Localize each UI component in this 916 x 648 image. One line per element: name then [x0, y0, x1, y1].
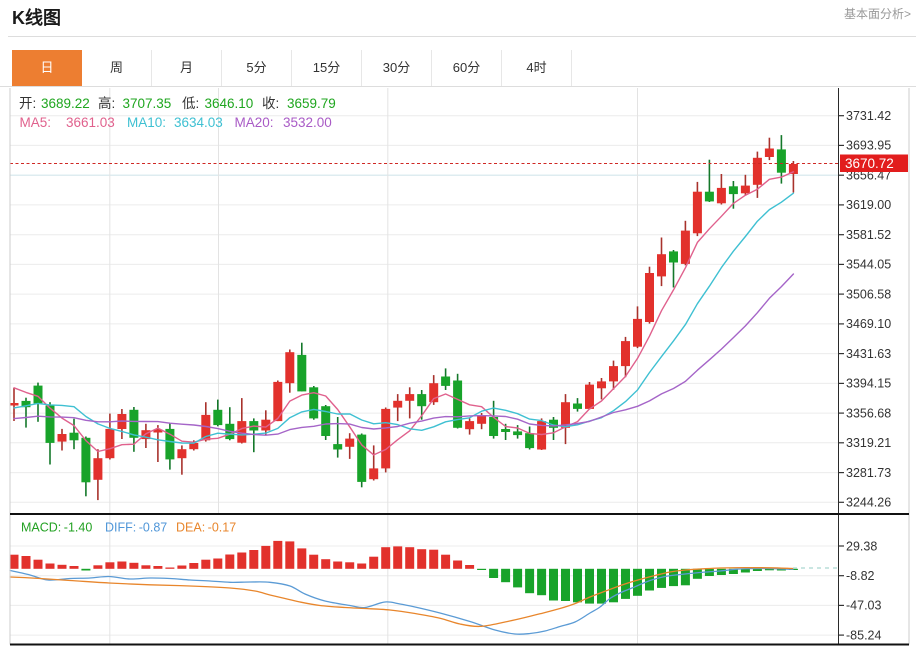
svg-text:3544.05: 3544.05	[846, 258, 891, 272]
svg-text:3619.00: 3619.00	[846, 198, 891, 212]
svg-text:-85.24: -85.24	[846, 628, 881, 642]
svg-text:3356.68: 3356.68	[846, 406, 891, 420]
svg-text:DIFF: -0.87: DIFF: -0.87	[105, 521, 167, 535]
svg-text:MACD: -1.40: MACD: -1.40	[21, 521, 92, 535]
svg-text:3693.95: 3693.95	[846, 139, 891, 153]
svg-text:3431.63: 3431.63	[846, 347, 891, 361]
svg-text:3506.58: 3506.58	[846, 287, 891, 301]
svg-text:开:3689.22高:3707.35低:3646.10收:3: 开: 3689.22 高: 3707.35 低: 3646.10 收: 3659.79	[19, 95, 336, 111]
svg-text:DEA: -0.17: DEA: -0.17	[176, 521, 236, 535]
svg-text:3670.72: 3670.72	[845, 156, 894, 171]
svg-text:3469.10: 3469.10	[846, 317, 891, 331]
svg-text:-47.03: -47.03	[846, 599, 881, 613]
svg-text:3244.26: 3244.26	[846, 496, 891, 510]
svg-text:-8.82: -8.82	[846, 569, 875, 583]
svg-text:3394.15: 3394.15	[846, 377, 891, 391]
svg-text:3731.42: 3731.42	[846, 109, 891, 123]
svg-text:3319.21: 3319.21	[846, 436, 891, 450]
svg-text:3581.52: 3581.52	[846, 228, 891, 242]
svg-text:29.38: 29.38	[846, 539, 877, 553]
svg-text:3281.73: 3281.73	[846, 466, 891, 480]
